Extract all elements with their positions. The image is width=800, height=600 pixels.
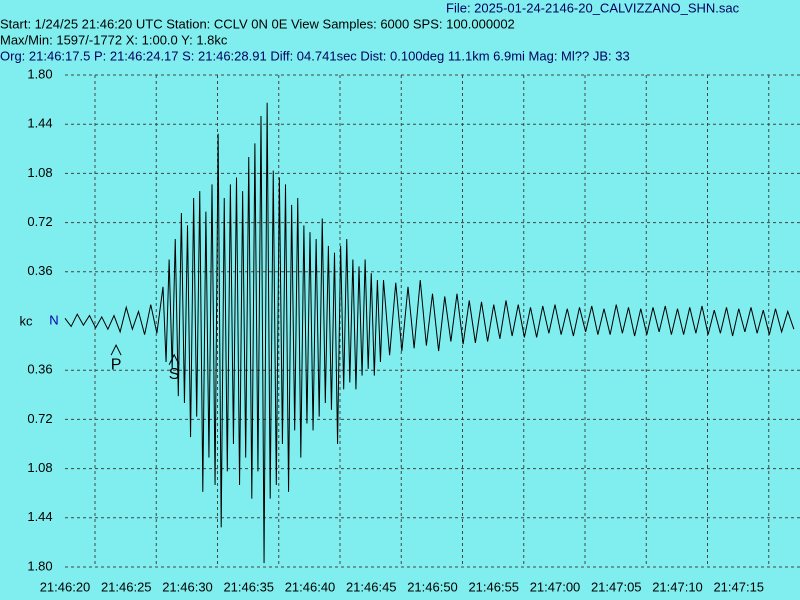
y-tick-label: 0.72 bbox=[27, 214, 52, 229]
max-min-info: Max/Min: 1597/-1772 X: 1:00.0 Y: 1.8kc bbox=[0, 32, 228, 47]
pick-label: S bbox=[169, 366, 180, 383]
x-tick-label: 21:46:45 bbox=[346, 579, 397, 594]
start-info: Start: 1/24/25 21:46:20 UTC Station: CCL… bbox=[0, 16, 515, 31]
x-tick-label: 21:47:00 bbox=[530, 579, 581, 594]
pick-marker bbox=[110, 344, 122, 356]
y-tick-label: 1.08 bbox=[27, 460, 52, 475]
y-tick-label: 1.08 bbox=[27, 165, 52, 180]
x-tick-label: 21:46:30 bbox=[162, 579, 213, 594]
y-tick-label: 0.36 bbox=[27, 362, 52, 377]
x-tick-label: 21:47:05 bbox=[591, 579, 642, 594]
x-tick-label: 21:46:55 bbox=[468, 579, 519, 594]
y-tick-label: 0.36 bbox=[27, 263, 52, 278]
y-tick-label: 1.80 bbox=[27, 558, 52, 573]
pick-marker bbox=[168, 353, 180, 365]
x-tick-label: 21:46:35 bbox=[223, 579, 274, 594]
y-tick-label: 0.72 bbox=[27, 411, 52, 426]
y-axis-label: kc bbox=[20, 313, 34, 328]
y-tick-label: 1.80 bbox=[27, 66, 52, 81]
x-tick-label: 21:46:25 bbox=[101, 579, 152, 594]
x-tick-label: 21:46:50 bbox=[407, 579, 458, 594]
origin-info: Org: 21:46:17.5 P: 21:46:24.17 S: 21:46:… bbox=[0, 48, 630, 63]
x-tick-label: 21:47:10 bbox=[652, 579, 703, 594]
x-tick-label: 21:46:20 bbox=[40, 579, 91, 594]
y-tick-label: 1.44 bbox=[27, 509, 52, 524]
pick-label: P bbox=[111, 356, 122, 373]
file-name: File: 2025-01-24-2146-20_CALVIZZANO_SHN.… bbox=[446, 0, 740, 15]
y-tick-label: 1.44 bbox=[27, 116, 52, 131]
x-tick-label: 21:46:40 bbox=[285, 579, 336, 594]
waveform bbox=[64, 102, 795, 564]
x-tick-label: 21:47:15 bbox=[713, 579, 764, 594]
channel-label: N bbox=[49, 312, 58, 327]
